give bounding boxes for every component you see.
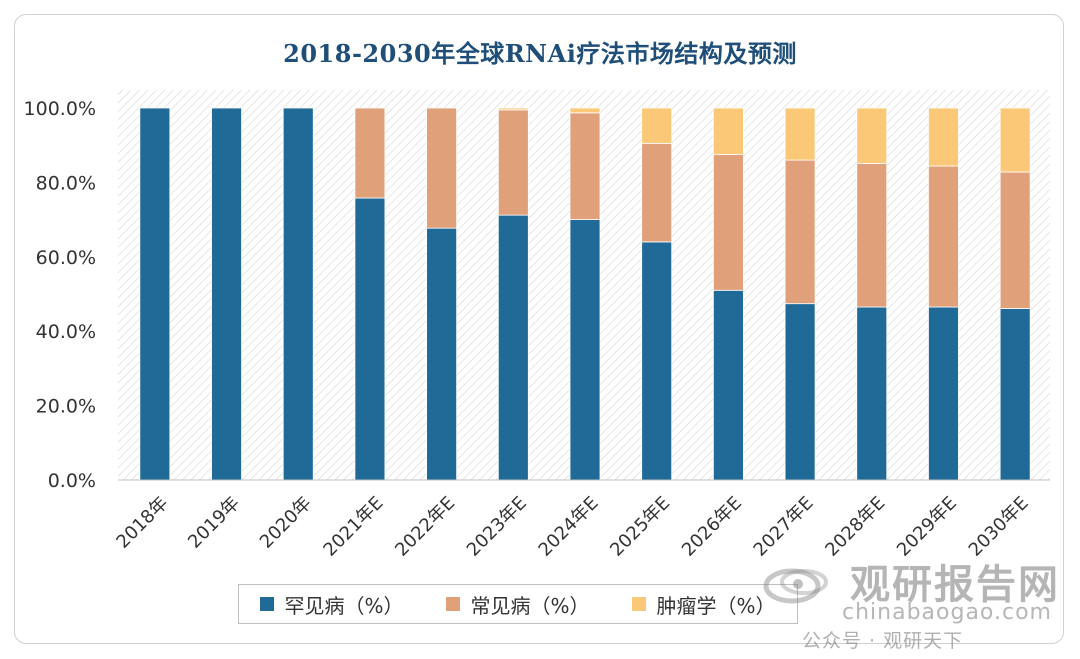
legend-label-common: 常见病（%）: [470, 593, 590, 618]
x-axis: 2018年 2019年 2020年 2021年E 2022年E 2023年E 2024年E 2…: [112, 493, 1032, 561]
x-tick-label: 2022年E: [391, 493, 459, 561]
y-tick-label: 60.0%: [36, 247, 96, 269]
x-tick-label: 2029年E: [893, 493, 961, 561]
bar-segment-common: [569, 112, 601, 220]
bar-segment-common: [426, 107, 458, 229]
bar-segment-rare: [282, 107, 314, 481]
legend: 罕见病（%） 常见病（%） 肿瘤学（%）: [238, 584, 798, 624]
bar-segment-oncology: [856, 107, 888, 164]
bar-segment-rare: [497, 214, 529, 481]
x-tick-label: 2027年E: [750, 493, 818, 561]
legend-item-oncology: 肿瘤学（%）: [632, 590, 776, 619]
legend-swatch-common: [446, 597, 461, 611]
bar-segment-rare: [712, 289, 744, 481]
bar-segment-common: [928, 165, 959, 308]
legend-swatch-rare: [260, 597, 275, 611]
legend-label-rare: 罕见病（%）: [284, 593, 404, 618]
x-tick-label: 2026年E: [678, 493, 746, 561]
x-tick-label: 2028年E: [821, 493, 889, 561]
bar-segment-oncology: [569, 107, 601, 114]
bar-segment-rare: [928, 306, 959, 481]
bar-segment-oncology: [999, 107, 1031, 173]
bar-segment-rare: [784, 303, 816, 481]
bars-group: [139, 107, 1031, 481]
x-tick-label: 2023年E: [463, 493, 531, 561]
bar-segment-rare: [999, 308, 1031, 481]
legend-label-oncology: 肿瘤学（%）: [656, 593, 776, 618]
bar-segment-rare: [354, 197, 386, 481]
x-tick-label: 2019年: [184, 493, 244, 553]
bar-segment-common: [497, 109, 529, 216]
bar-segment-oncology: [497, 107, 529, 111]
x-tick-label: 2021年E: [319, 493, 387, 561]
bar-segment-rare: [211, 107, 242, 481]
bar-segment-oncology: [641, 107, 673, 144]
bar-segment-common: [784, 159, 816, 305]
bar-segment-common: [712, 154, 744, 291]
bar-segment-rare: [856, 306, 888, 481]
bar-segment-rare: [426, 227, 458, 481]
x-tick-label: 2018年: [112, 493, 172, 553]
y-axis: 0.0% 20.0% 40.0% 60.0% 80.0% 100.0%: [24, 98, 96, 492]
bar-segment-common: [999, 171, 1031, 309]
x-tick-label: 2024年E: [535, 493, 603, 561]
legend-swatch-oncology: [632, 597, 647, 611]
bar-segment-common: [856, 163, 888, 308]
bar-segment-common: [354, 107, 386, 199]
y-tick-label: 20.0%: [36, 396, 96, 418]
bar-segment-rare: [569, 219, 601, 481]
y-tick-label: 0.0%: [48, 470, 96, 492]
chart-title: 2018-2030年全球RNAi疗法市场结构及预测: [283, 39, 797, 68]
bar-segment-rare: [641, 241, 673, 481]
x-tick-label: 2030年E: [965, 493, 1033, 561]
legend-item-rare: 罕见病（%）: [260, 590, 404, 619]
legend-item-common: 常见病（%）: [446, 590, 590, 619]
x-tick-label: 2020年: [256, 493, 316, 553]
x-tick-label: 2025年E: [606, 493, 674, 561]
bar-segment-rare: [139, 107, 171, 481]
bar-segment-oncology: [928, 107, 959, 167]
bar-segment-oncology: [712, 107, 744, 155]
bar-segment-oncology: [784, 107, 816, 161]
y-tick-label: 40.0%: [36, 321, 96, 343]
bar-segment-common: [641, 142, 673, 243]
y-tick-label: 80.0%: [36, 172, 96, 194]
y-tick-label: 100.0%: [24, 98, 96, 120]
